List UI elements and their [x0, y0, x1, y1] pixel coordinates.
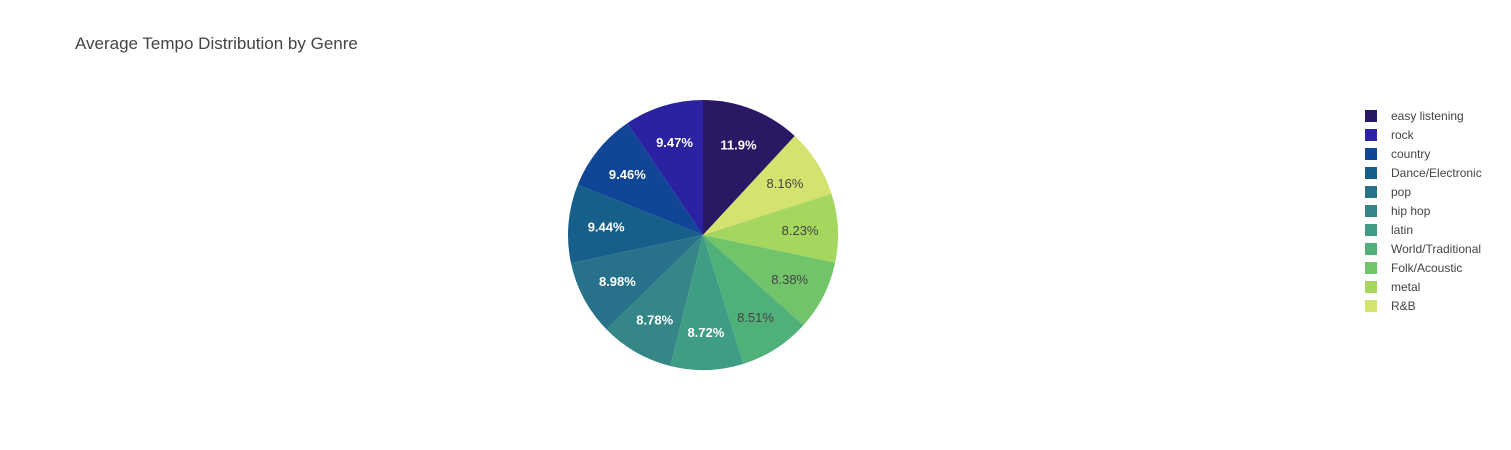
- legend-label: hip hop: [1391, 203, 1431, 218]
- legend-item-dance-electronic[interactable]: Dance/Electronic: [1365, 163, 1482, 182]
- legend-item-metal[interactable]: metal: [1365, 277, 1482, 296]
- slice-label-r-b: 8.16%: [767, 176, 804, 191]
- legend-label: pop: [1391, 184, 1412, 199]
- legend-swatch: [1365, 299, 1377, 312]
- legend-label: R&B: [1391, 298, 1416, 313]
- legend-label: country: [1391, 146, 1431, 161]
- pie-slice-pop[interactable]: [570, 235, 703, 330]
- legend-label: Folk/Acoustic: [1391, 260, 1463, 275]
- legend-label: Dance/Electronic: [1391, 165, 1482, 180]
- legend-item-rock[interactable]: rock: [1365, 125, 1482, 144]
- legend-item-easy-listening[interactable]: easy listening: [1365, 106, 1482, 125]
- legend-swatch: [1365, 204, 1377, 217]
- legend-item-pop[interactable]: pop: [1365, 182, 1482, 201]
- legend-item-latin[interactable]: latin: [1365, 220, 1482, 239]
- legend-label: World/Traditional: [1391, 241, 1482, 256]
- legend-label: rock: [1391, 127, 1414, 142]
- slice-label-metal: 8.23%: [782, 223, 819, 238]
- legend: easy listening rock country Dance/Electroni…: [1365, 106, 1482, 315]
- legend-swatch: [1365, 280, 1377, 293]
- slice-label-easy-listening: 11.9%: [720, 138, 757, 153]
- legend-swatch: [1365, 242, 1377, 255]
- pie-slice-country[interactable]: [577, 123, 703, 235]
- slice-label-world-traditional: 8.51%: [737, 310, 774, 325]
- slice-label-rock: 9.47%: [656, 135, 693, 150]
- legend-label: easy listening: [1391, 108, 1464, 123]
- pie-slice-r-b[interactable]: [703, 135, 832, 235]
- legend-swatch: [1365, 109, 1377, 122]
- pie-slice-hip-hop[interactable]: [606, 235, 703, 367]
- slice-label-latin: 8.72%: [687, 325, 724, 340]
- legend-swatch: [1365, 128, 1377, 141]
- legend-swatch: [1365, 223, 1377, 236]
- pie-slice-easy-listening[interactable]: [703, 100, 795, 235]
- legend-swatch: [1365, 147, 1377, 160]
- legend-swatch: [1365, 261, 1377, 274]
- pie-slice-metal[interactable]: [703, 193, 838, 263]
- slice-label-pop: 8.98%: [599, 274, 636, 289]
- pie-slice-rock[interactable]: [627, 100, 703, 235]
- chart-title: Average Tempo Distribution by Genre: [75, 34, 358, 53]
- legend-item-world-traditional[interactable]: World/Traditional: [1365, 239, 1482, 258]
- pie-slice-world-traditional[interactable]: [703, 235, 804, 364]
- slice-label-folk-acoustic: 8.38%: [771, 272, 808, 287]
- legend-item-hip-hop[interactable]: hip hop: [1365, 201, 1482, 220]
- legend-item-r-b[interactable]: R&B: [1365, 296, 1482, 315]
- legend-label: metal: [1391, 279, 1421, 294]
- legend-swatch: [1365, 166, 1377, 179]
- slice-label-hip-hop: 8.78%: [636, 312, 673, 327]
- legend-item-country[interactable]: country: [1365, 144, 1482, 163]
- legend-label: latin: [1391, 222, 1414, 237]
- slice-label-country: 9.46%: [609, 167, 646, 182]
- pie-slice-dance-electronic[interactable]: [568, 184, 703, 264]
- legend-swatch: [1365, 185, 1377, 198]
- pie-slice-latin[interactable]: [670, 235, 744, 370]
- pie-slice-folk-acoustic[interactable]: [703, 235, 836, 326]
- legend-item-folk-acoustic[interactable]: Folk/Acoustic: [1365, 258, 1482, 277]
- slice-label-dance-electronic: 9.44%: [588, 220, 625, 235]
